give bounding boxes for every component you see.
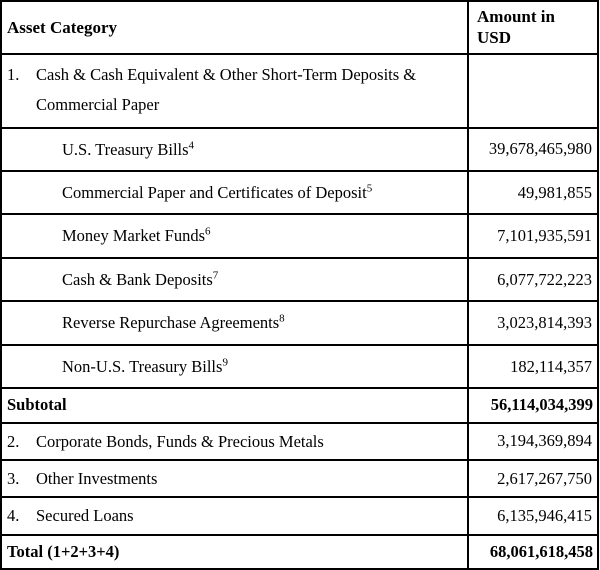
table-row: 1. Cash & Cash Equivalent & Other Short-… xyxy=(0,52,599,129)
table-row: 3. Other Investments 2,617,267,750 xyxy=(0,459,599,499)
footnote-ref: 9 xyxy=(222,356,228,369)
table-row: Money Market Funds6 7,101,935,591 xyxy=(0,213,599,259)
row-number: 4. xyxy=(7,506,20,526)
footnote-ref: 4 xyxy=(188,139,195,152)
row-label: Commercial Paper and Certificates of Dep… xyxy=(62,182,367,202)
row-label: Other Investments xyxy=(36,469,158,489)
amount-cell: 3,023,814,393 xyxy=(467,300,599,346)
row-label: Corporate Bonds, Funds & Precious Metals xyxy=(36,431,324,451)
column-header-amount-in-usd: Amount in USD xyxy=(467,0,599,55)
footnote-ref: 8 xyxy=(279,312,285,325)
asset-category-cell: Money Market Funds6 xyxy=(0,213,469,259)
amount-cell: 7,101,935,591 xyxy=(467,213,599,259)
row-label: Total (1+2+3+4) xyxy=(7,541,120,561)
footnote-ref: 6 xyxy=(205,225,211,238)
footnote-ref: 7 xyxy=(212,269,219,282)
amount-cell: 2,617,267,750 xyxy=(467,459,599,499)
asset-category-cell: 2. Corporate Bonds, Funds & Precious Met… xyxy=(0,421,469,462)
row-label: Non-U.S. Treasury Bills xyxy=(62,356,223,376)
amount-cell: 6,135,946,415 xyxy=(467,496,599,536)
table-row: Reverse Repurchase Agreements8 3,023,814… xyxy=(0,300,599,346)
row-number: 3. xyxy=(7,469,20,489)
header-row: Asset Category Amount in USD xyxy=(0,0,599,55)
asset-category-cell: 3. Other Investments xyxy=(0,459,469,499)
row-number: 2. xyxy=(7,431,20,451)
table-body: 1. Cash & Cash Equivalent & Other Short-… xyxy=(0,52,599,570)
asset-category-cell: 4. Secured Loans xyxy=(0,496,469,536)
row-number: 1. xyxy=(7,64,20,84)
table-row: Commercial Paper and Certificates of Dep… xyxy=(0,169,599,216)
amount-cell: 6,077,722,223 xyxy=(467,256,599,303)
amount-cell: 56,114,034,399 xyxy=(467,387,599,424)
asset-category-cell: Non-U.S. Treasury Bills9 xyxy=(0,343,469,390)
row-label: Subtotal xyxy=(7,395,67,415)
table-row: 2. Corporate Bonds, Funds & Precious Met… xyxy=(0,421,599,462)
amount-cell xyxy=(467,52,599,129)
row-label: U.S. Treasury Bills xyxy=(62,139,189,159)
column-header-asset-category: Asset Category xyxy=(0,0,469,55)
asset-category-cell: Total (1+2+3+4) xyxy=(0,533,469,570)
asset-category-cell: Cash & Bank Deposits7 xyxy=(0,256,469,303)
amount-cell: 182,114,357 xyxy=(467,343,599,390)
table-row: Non-U.S. Treasury Bills9 182,114,357 xyxy=(0,343,599,390)
amount-cell: 3,194,369,894 xyxy=(467,421,599,462)
asset-category-cell: Reverse Repurchase Agreements8 xyxy=(0,300,469,346)
asset-category-cell: Subtotal xyxy=(0,387,469,424)
table-row: 4. Secured Loans 6,135,946,415 xyxy=(0,496,599,536)
row-label: Money Market Funds xyxy=(62,226,205,246)
asset-category-cell: U.S. Treasury Bills4 xyxy=(0,126,469,172)
row-label: Secured Loans xyxy=(36,506,134,526)
amount-cell: 49,981,855 xyxy=(467,169,599,216)
table-row: Subtotal 56,114,034,399 xyxy=(0,387,599,424)
amount-cell: 68,061,618,458 xyxy=(467,533,599,570)
row-label: Cash & Bank Deposits xyxy=(62,269,213,289)
asset-category-cell: Commercial Paper and Certificates of Dep… xyxy=(0,169,469,216)
row-label: Cash & Cash Equivalent & Other Short-Ter… xyxy=(36,64,417,114)
asset-category-cell: 1. Cash & Cash Equivalent & Other Short-… xyxy=(0,52,469,129)
amount-cell: 39,678,465,980 xyxy=(467,126,599,172)
table-row: U.S. Treasury Bills4 39,678,465,980 xyxy=(0,126,599,172)
table-row: Cash & Bank Deposits7 6,077,722,223 xyxy=(0,256,599,303)
table-row: Total (1+2+3+4) 68,061,618,458 xyxy=(0,533,599,570)
row-label: Reverse Repurchase Agreements xyxy=(62,313,280,333)
footnote-ref: 5 xyxy=(366,182,373,195)
